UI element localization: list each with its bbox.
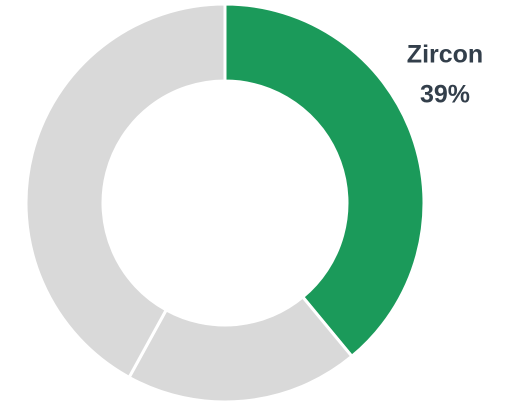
donut-segment (24, 2, 227, 380)
segment-label: Zircon (407, 41, 483, 69)
donut-segment (223, 2, 426, 359)
segment-value-label: 39% (420, 81, 470, 109)
donut-segment (127, 294, 354, 403)
